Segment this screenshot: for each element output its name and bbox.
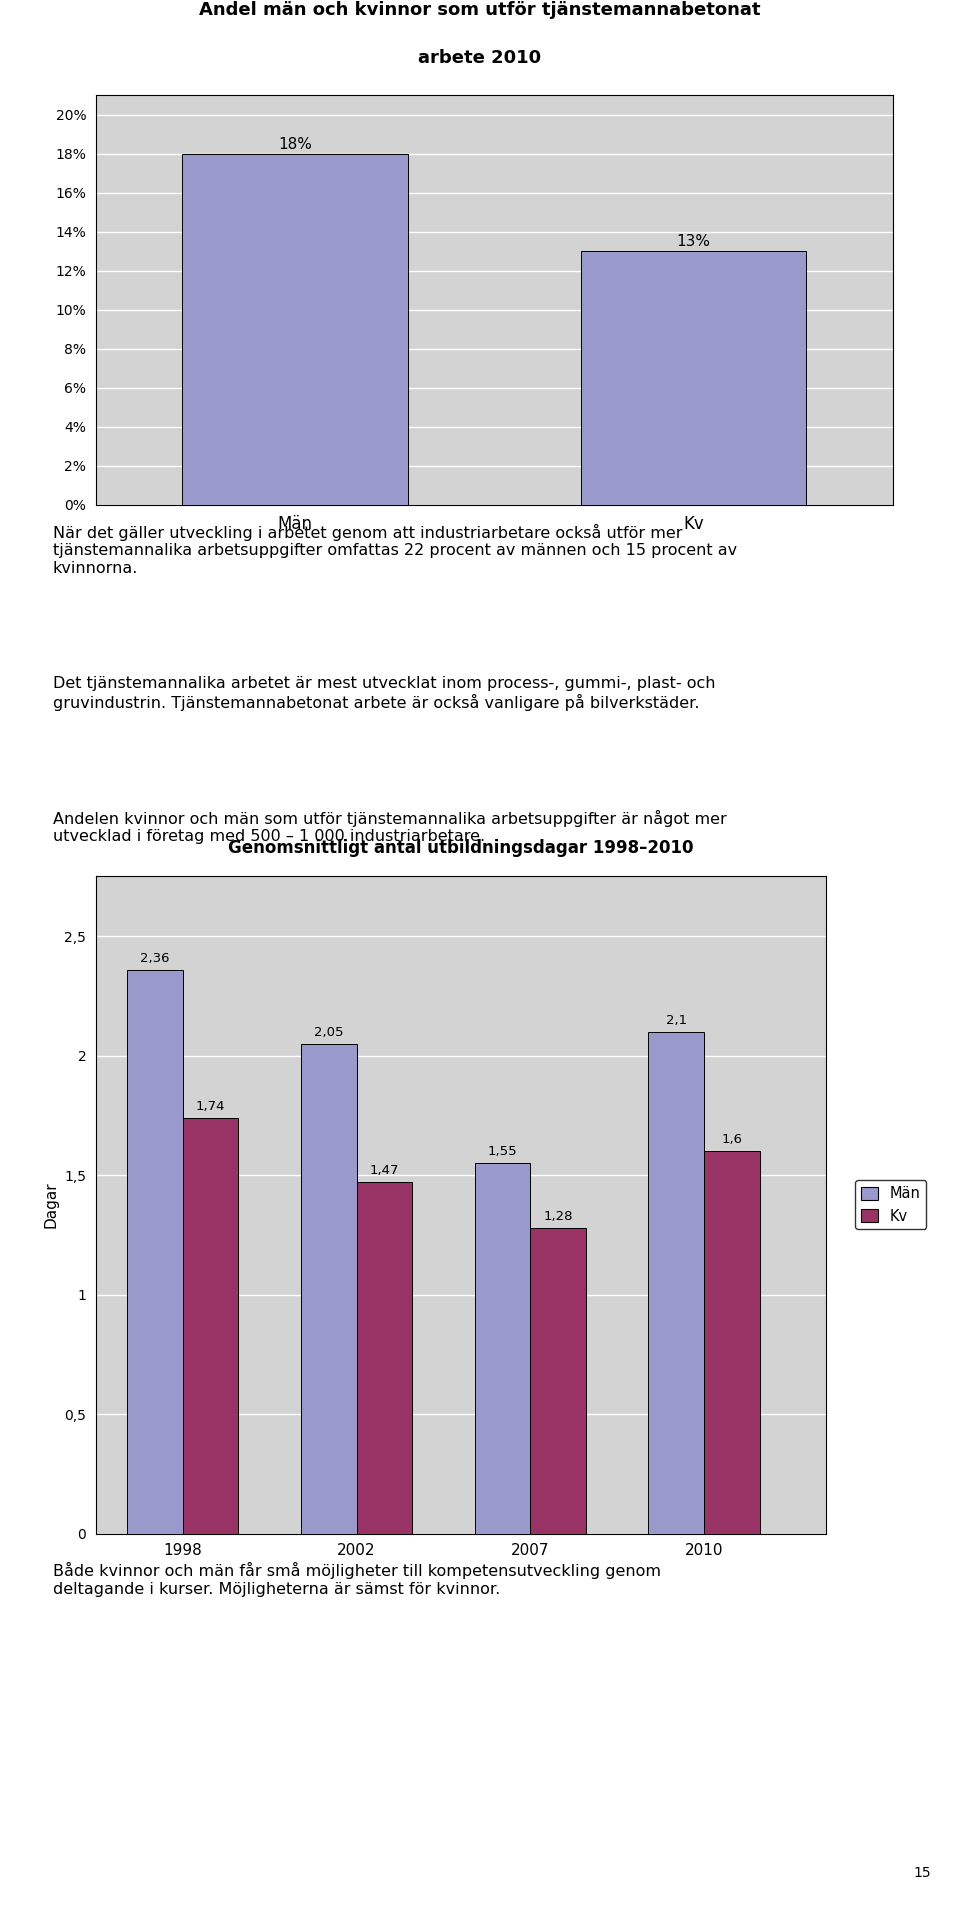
Bar (182, 154, 408, 505)
Text: 15: 15 (914, 1867, 931, 1880)
Bar (704, 1151, 759, 1534)
Text: 2,05: 2,05 (314, 1025, 344, 1038)
Bar (301, 1044, 356, 1534)
Text: Både kvinnor och män får små möjligheter till kompetensutveckling genom
deltagan: Både kvinnor och män får små möjligheter… (53, 1562, 660, 1596)
Text: 1,6: 1,6 (721, 1133, 742, 1147)
Text: Andelen kvinnor och män som utför tjänstemannalika arbetsuppgifter är något mer
: Andelen kvinnor och män som utför tjänst… (53, 810, 727, 844)
Text: 13%: 13% (677, 234, 710, 250)
Bar (182, 1118, 238, 1534)
Bar (474, 1164, 530, 1534)
Bar (581, 251, 806, 505)
Text: 1,47: 1,47 (370, 1164, 399, 1177)
Legend: Män, Kv: Män, Kv (854, 1181, 926, 1229)
Text: Genomsnittligt antal utbildningsdagar 1998–2010: Genomsnittligt antal utbildningsdagar 19… (228, 840, 693, 857)
Bar (128, 970, 182, 1534)
Text: Andel män och kvinnor som utför tjänstemannabetonat: Andel män och kvinnor som utför tjänstem… (200, 2, 760, 19)
Y-axis label: Dagar: Dagar (44, 1181, 59, 1229)
Text: arbete 2010: arbete 2010 (419, 50, 541, 67)
Text: 2,1: 2,1 (665, 1013, 686, 1027)
Bar (648, 1033, 704, 1534)
Text: När det gäller utveckling i arbetet genom att industriarbetare också utför mer
t: När det gäller utveckling i arbetet geno… (53, 524, 737, 575)
Bar (356, 1183, 412, 1534)
Text: Det tjänstemannalika arbetet är mest utvecklat inom process-, gummi-, plast- och: Det tjänstemannalika arbetet är mest utv… (53, 676, 715, 711)
Bar (530, 1227, 586, 1534)
Text: 1,28: 1,28 (543, 1210, 573, 1223)
Text: 2,36: 2,36 (140, 952, 170, 964)
Text: 1,74: 1,74 (196, 1099, 226, 1113)
Text: 1,55: 1,55 (488, 1145, 517, 1158)
Text: 18%: 18% (278, 137, 312, 152)
